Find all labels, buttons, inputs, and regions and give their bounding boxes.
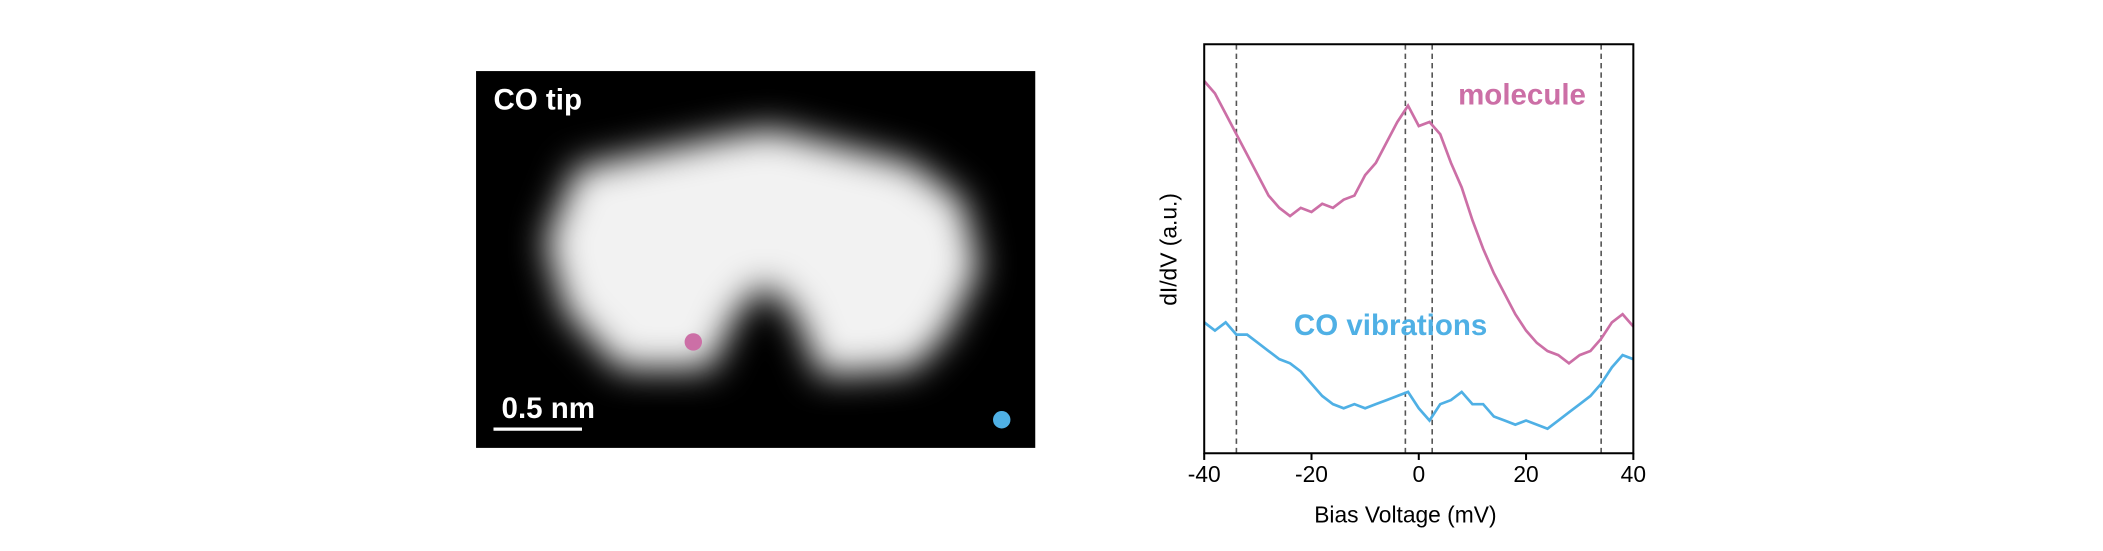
figure-content: CO tip 0.5 nm Bias Voltage (mV) dI/dV (a…	[476, 43, 1646, 527]
series-label: molecule	[1458, 78, 1586, 111]
substrate-point	[993, 411, 1011, 429]
spectrum-chart: Bias Voltage (mV) dI/dV (a.u.) molecule C…	[1156, 43, 1646, 527]
x-tick-label: 0	[1412, 461, 1425, 487]
molecule-point	[684, 333, 703, 351]
image-label: CO tip	[493, 84, 582, 117]
series-label: CO vibrations	[1294, 309, 1487, 342]
x-tick-label: -40	[1188, 461, 1221, 487]
x-axis-label: Bias Voltage (mV)	[1314, 501, 1496, 527]
spectrum-line	[1203, 80, 1635, 365]
x-tick-label: 40	[1621, 461, 1646, 487]
spectrum-line	[1203, 320, 1634, 431]
molecule-blob	[545, 128, 979, 376]
x-tick-label: 20	[1513, 461, 1538, 487]
scale-bar-label: 0.5 nm	[502, 392, 595, 425]
x-tick-label: -20	[1295, 461, 1328, 487]
stm-image: CO tip 0.5 nm	[476, 71, 1036, 448]
y-axis-label: dI/dV (a.u.)	[1156, 193, 1182, 306]
